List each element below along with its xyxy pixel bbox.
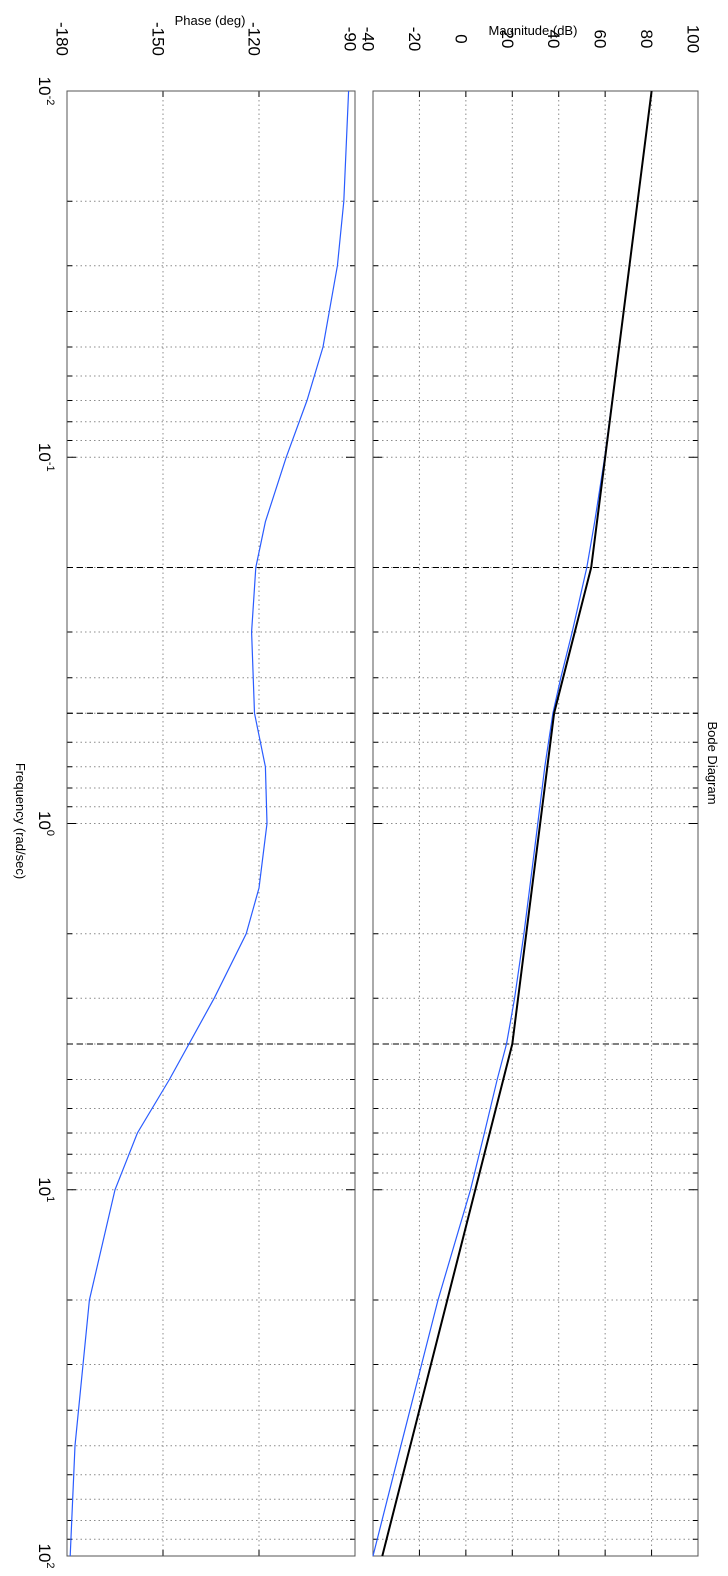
x-tick-label: 100 bbox=[35, 811, 56, 836]
magnitude-plot: -40 -20 0 20 40 60 80 100 bbox=[359, 25, 703, 1557]
magnitude-frame bbox=[372, 90, 699, 1557]
magnitude-y-tick-label: 40 bbox=[544, 30, 563, 49]
phase-y-axis-label: Phase (deg) bbox=[175, 13, 246, 28]
magnitude-y-tick-label: -40 bbox=[359, 27, 378, 52]
phase-y-tick-label: -90 bbox=[341, 27, 360, 52]
magnitude-y-tick-label: 20 bbox=[498, 30, 517, 49]
magnitude-y-tick-label: -20 bbox=[405, 27, 424, 52]
magnitude-response-line bbox=[372, 90, 653, 1557]
x-tick-label: 101 bbox=[35, 1177, 56, 1202]
magnitude-y-tick-label: 100 bbox=[684, 25, 703, 53]
phase-frame bbox=[66, 90, 356, 1557]
phase-y-tick-label: -150 bbox=[149, 22, 168, 56]
x-axis-label: Frequency (rad/sec) bbox=[13, 763, 28, 879]
x-tick-label: 10-2 bbox=[35, 77, 56, 106]
phase-plot: -180 -150 -120 -90 bbox=[53, 22, 360, 1557]
magnitude-y-axis-label: Magnitude (dB) bbox=[489, 23, 578, 38]
phase-response-line bbox=[69, 90, 350, 1557]
phase-y-tick-label: -180 bbox=[53, 22, 72, 56]
x-tick-label: 10-1 bbox=[35, 443, 56, 472]
magnitude-y-tick-label: 0 bbox=[451, 34, 470, 43]
magnitude-y-tick-label: 80 bbox=[637, 30, 656, 49]
x-tick-label: 102 bbox=[35, 1543, 56, 1568]
phase-y-tick-label: -120 bbox=[245, 22, 264, 56]
chart-title: Bode Diagram bbox=[705, 721, 720, 804]
magnitude-y-tick-label: 60 bbox=[591, 30, 610, 49]
magnitude-asymptote-line bbox=[381, 90, 653, 1557]
